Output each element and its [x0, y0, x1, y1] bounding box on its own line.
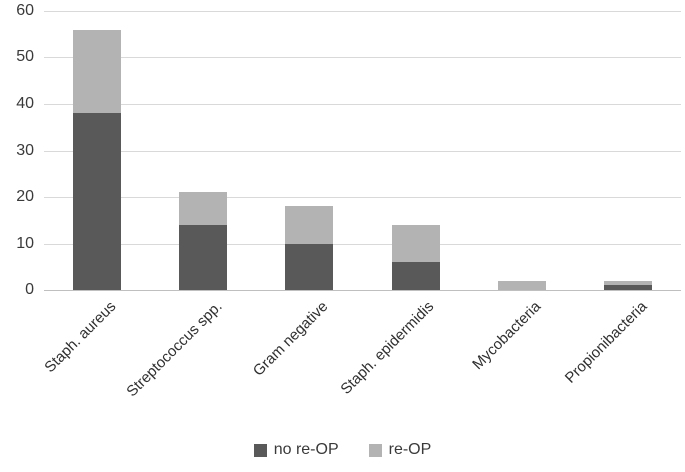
- x-axis-category-label: Gram negative: [249, 298, 332, 380]
- legend-swatch-no-re-op: [253, 443, 267, 457]
- legend-label-re-op: re-OP: [388, 441, 432, 458]
- bar-segment-no-re-op: [179, 224, 227, 290]
- y-axis-tick-label: 40: [16, 95, 34, 112]
- gridline: [44, 151, 681, 152]
- legend-item-no-re-op: no re-OP: [253, 441, 339, 459]
- gridline: [44, 104, 681, 105]
- y-axis-tick-label: 30: [16, 142, 34, 159]
- x-axis-category-label: Staph. aureus: [41, 298, 120, 377]
- bar-segment-re-op: [498, 280, 546, 290]
- bar-segment-re-op: [285, 206, 333, 244]
- bar-segment-no-re-op: [392, 262, 440, 290]
- bar-segment-re-op: [73, 29, 121, 114]
- bar-segment-re-op: [392, 224, 440, 263]
- x-axis-category-label: Staph. epidermidis: [337, 298, 438, 398]
- legend-item-re-op: re-OP: [368, 441, 432, 459]
- gridline: [44, 11, 681, 12]
- y-axis-tick-label: 0: [25, 281, 34, 298]
- legend-label-no-re-op: no re-OP: [273, 441, 339, 458]
- y-axis-tick-label: 50: [16, 48, 34, 65]
- bar-segment-no-re-op: [285, 243, 333, 290]
- x-axis-category-label: Mycobacteria: [468, 298, 544, 374]
- y-axis-tick-label: 20: [16, 188, 34, 205]
- gridline: [44, 244, 681, 245]
- gridline: [44, 197, 681, 198]
- chart-legend: no re-OP re-OP: [0, 441, 685, 459]
- gridline: [44, 57, 681, 58]
- y-axis-tick-label: 10: [16, 235, 34, 252]
- bar-segment-no-re-op: [73, 113, 121, 290]
- x-axis-category-label: Propionibacteria: [561, 298, 650, 387]
- y-axis-tick-label: 60: [16, 2, 34, 19]
- bar-segment-re-op: [604, 280, 652, 286]
- x-axis-category-label: Streptococcus spp.: [123, 298, 226, 401]
- legend-swatch-re-op: [368, 443, 382, 457]
- x-axis-line: [44, 290, 681, 291]
- bar-segment-re-op: [179, 192, 227, 225]
- bar-segment-no-re-op: [604, 285, 652, 290]
